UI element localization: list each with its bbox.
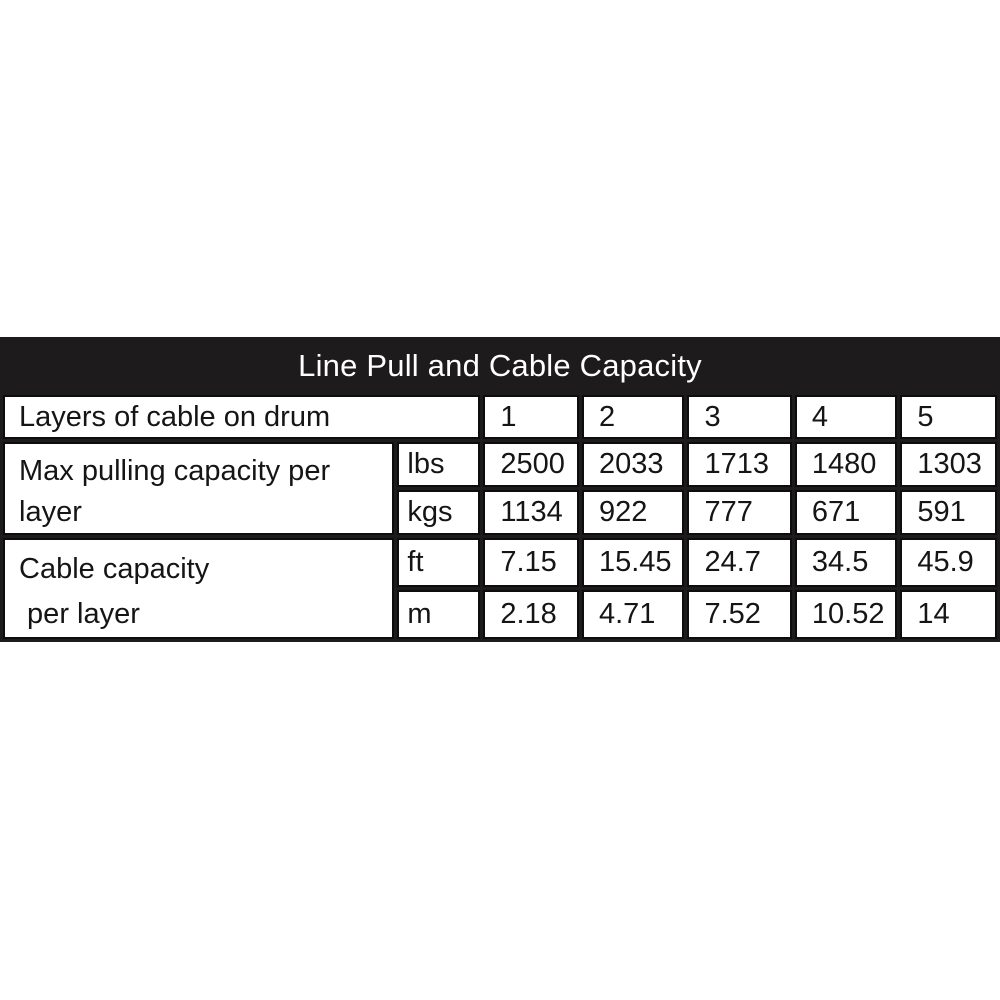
ft-value-cell-3: 24.7 [687, 538, 792, 588]
lbs-value-cell-4: 1480 [794, 442, 898, 488]
table-row-kgs: kgs 1134 922 777 671 591 [3, 490, 997, 536]
kgs-value-cell-2: 922 [581, 490, 685, 536]
unit-cell-lbs: lbs [397, 442, 481, 488]
table-row-lbs: Max pulling capacity per layer lbs 2500 … [3, 442, 997, 536]
unit-cell-kgs: kgs [397, 490, 481, 536]
table-row-ft: Cable capacity per layer ft 7.15 15.45 2… [3, 538, 997, 640]
group-label-line: Max pulling capacity per [19, 455, 331, 487]
table-row-m: m 2.18 4.71 7.52 10.52 14 [3, 590, 997, 640]
kgs-value-cell-5: 591 [900, 490, 997, 536]
unit-cell-m: m [397, 590, 481, 640]
ft-value-cell-4: 34.5 [794, 538, 898, 588]
layers-label-cell: Layers of cable on drum [3, 395, 481, 439]
lbs-value-cell-5: 1303 [900, 442, 997, 488]
lbs-value-cell-3: 1713 [687, 442, 792, 488]
m-value-cell-3: 7.52 [687, 590, 792, 640]
ft-value-cell-1: 7.15 [483, 538, 579, 588]
group-label-line: Cable capacity [19, 553, 210, 586]
table-row-layers: Layers of cable on drum 1 2 3 4 5 [3, 395, 997, 439]
unit-cell-ft: ft [397, 538, 481, 588]
ft-value-cell-5: 45.9 [900, 538, 997, 588]
m-value-cell-5: 14 [900, 590, 997, 640]
max-pulling-capacity-label-cell: Max pulling capacity per layer [3, 442, 395, 536]
line-pull-capacity-table: Layers of cable on drum 1 2 3 4 5 Max pu… [0, 392, 1000, 643]
layers-value-cell-2: 2 [581, 395, 685, 439]
group-label-line: per layer [19, 598, 140, 631]
lbs-value-cell-1: 2500 [483, 442, 579, 488]
layers-value-cell-5: 5 [900, 395, 997, 439]
ft-value-cell-2: 15.45 [581, 538, 685, 588]
layers-value-cell-1: 1 [483, 395, 579, 439]
group-label-line: layer [19, 496, 82, 529]
kgs-value-cell-3: 777 [687, 490, 792, 536]
table-title: Line Pull and Cable Capacity [0, 337, 1000, 392]
m-value-cell-4: 10.52 [794, 590, 898, 640]
cable-capacity-label-cell: Cable capacity per layer [3, 538, 395, 640]
m-value-cell-1: 2.18 [483, 590, 579, 640]
spec-table-panel: Line Pull and Cable Capacity Layers of c… [0, 337, 1000, 643]
lbs-value-cell-2: 2033 [581, 442, 685, 488]
m-value-cell-2: 4.71 [581, 590, 685, 640]
layers-value-cell-3: 3 [687, 395, 792, 439]
kgs-value-cell-1: 1134 [483, 490, 579, 536]
kgs-value-cell-4: 671 [794, 490, 898, 536]
layers-value-cell-4: 4 [794, 395, 898, 439]
